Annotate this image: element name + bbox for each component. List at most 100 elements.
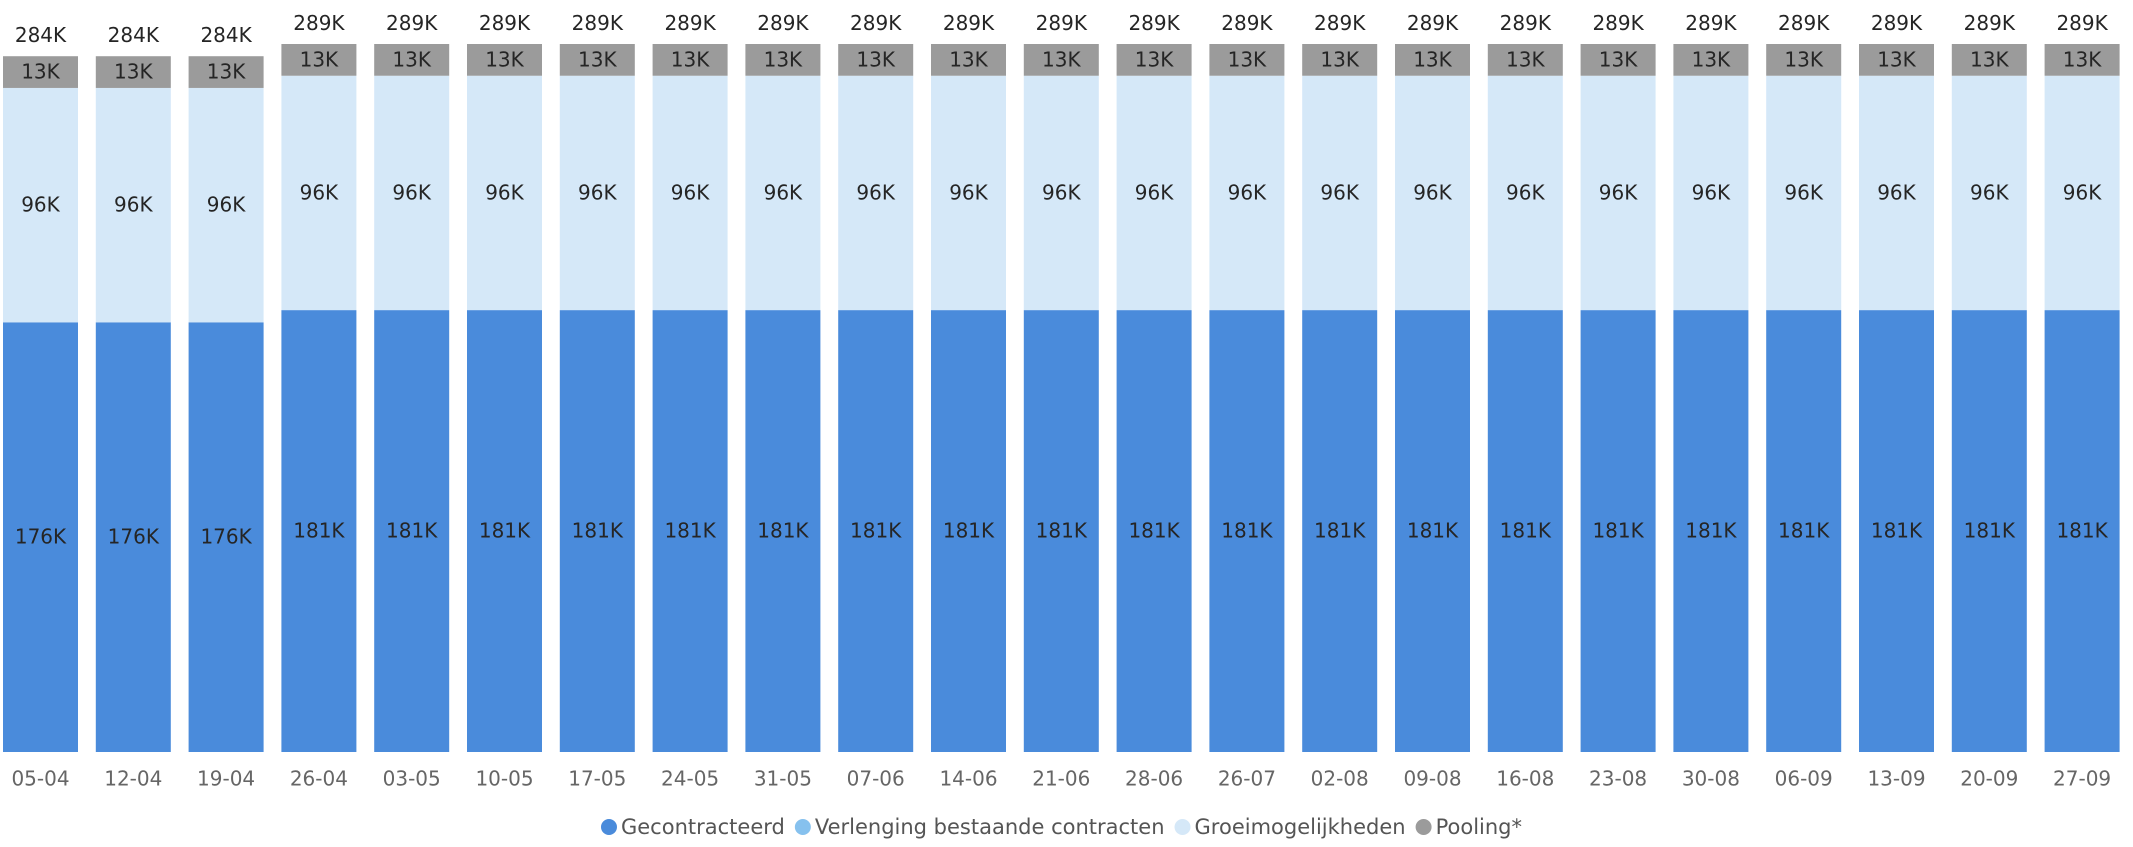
data-label: 181K — [1685, 519, 1737, 543]
bar-segment — [652, 310, 728, 752]
x-tick-label: 30-08 — [1682, 767, 1740, 791]
bar-segment — [559, 44, 635, 76]
x-tick-label: 27-09 — [2053, 767, 2111, 791]
data-label: 96K — [2063, 180, 2102, 204]
data-label: 13K — [1042, 47, 1081, 71]
data-label: 13K — [1599, 47, 1638, 71]
data-label: 96K — [764, 180, 803, 204]
bar-segment — [1395, 75, 1470, 311]
legend-swatch — [1415, 819, 1432, 835]
legend: Gecontracteerd Verlenging bestaande contr… — [600, 815, 1522, 839]
bar-segment — [2044, 44, 2120, 76]
bar-segment — [1859, 310, 1934, 752]
x-tick-label: 02-08 — [1311, 767, 1369, 791]
bar-segment — [1302, 310, 1378, 752]
bar-segment — [1395, 44, 1470, 76]
total-label: 289K — [572, 11, 624, 35]
data-label: 13K — [856, 47, 895, 71]
bar-segment — [1023, 310, 1099, 752]
data-label: 96K — [1042, 180, 1081, 204]
bar-segment — [1487, 75, 1563, 311]
bar-segment — [3, 56, 78, 88]
bar-segment — [1766, 75, 1842, 311]
data-label: 181K — [572, 519, 624, 543]
total-label: 289K — [850, 11, 902, 35]
x-tick-label: 23-08 — [1589, 767, 1647, 791]
data-label: 96K — [1413, 180, 1452, 204]
total-label: 289K — [1685, 11, 1737, 35]
data-label: 176K — [200, 525, 252, 549]
data-label: 181K — [1036, 519, 1088, 543]
bar-segment — [838, 75, 914, 311]
total-label: 289K — [1592, 11, 1644, 35]
data-label: 96K — [1970, 180, 2009, 204]
bar-segment — [1487, 44, 1563, 76]
data-label: 176K — [108, 525, 160, 549]
total-label: 289K — [1314, 11, 1366, 35]
data-label: 96K — [1599, 180, 1638, 204]
data-label: 13K — [578, 47, 617, 71]
bar-segment — [374, 75, 450, 311]
legend-label: Pooling* — [1436, 815, 1522, 839]
bar-segment — [745, 75, 821, 311]
bar-segment — [3, 87, 78, 323]
bar-segment — [1859, 75, 1934, 311]
bar-segment — [1766, 44, 1842, 76]
data-label: 96K — [1506, 180, 1545, 204]
total-label: 289K — [479, 11, 531, 35]
bar-segment — [1023, 44, 1099, 76]
total-label: 289K — [1036, 11, 1088, 35]
bar-segment — [2044, 75, 2120, 311]
data-label: 13K — [2063, 47, 2102, 71]
bar-segment — [1673, 44, 1749, 76]
data-label: 181K — [850, 519, 902, 543]
total-label: 289K — [943, 11, 995, 35]
x-tick-label: 19-04 — [197, 767, 255, 791]
bar-segment — [931, 44, 1006, 76]
data-label: 13K — [1692, 47, 1731, 71]
data-label: 181K — [1871, 519, 1923, 543]
total-label: 289K — [386, 11, 438, 35]
bar-segment — [838, 310, 914, 752]
data-label: 181K — [1314, 519, 1366, 543]
bar-segment — [652, 75, 728, 311]
data-label: 96K — [1228, 180, 1267, 204]
legend-swatch — [600, 819, 617, 835]
bar-segment — [1116, 310, 1192, 752]
bar-segment — [931, 75, 1006, 311]
data-label: 181K — [1500, 519, 1552, 543]
x-tick-label: 21-06 — [1032, 767, 1090, 791]
x-tick-label: 10-05 — [475, 767, 533, 791]
legend-label: Groeimogelijkheden — [1195, 815, 1406, 839]
bar-segment — [281, 310, 357, 752]
data-label: 13K — [949, 47, 988, 71]
bar-segment — [95, 87, 171, 323]
total-label: 289K — [1221, 11, 1273, 35]
bar-segment — [374, 310, 450, 752]
data-label: 13K — [671, 47, 710, 71]
data-label: 96K — [300, 180, 339, 204]
data-label: 96K — [1692, 180, 1731, 204]
x-tick-label: 26-07 — [1218, 767, 1276, 791]
data-label: 13K — [1413, 47, 1452, 71]
total-label: 284K — [200, 23, 252, 47]
data-label: 13K — [1135, 47, 1174, 71]
data-label: 181K — [386, 519, 438, 543]
total-label: 289K — [1500, 11, 1552, 35]
bar-segment — [1487, 310, 1563, 752]
bar-segment — [188, 322, 264, 752]
data-label: 13K — [1228, 47, 1267, 71]
data-label: 96K — [207, 193, 246, 217]
data-label: 181K — [664, 519, 716, 543]
data-label: 96K — [671, 180, 710, 204]
bar-segment — [1859, 44, 1934, 76]
data-label: 13K — [392, 47, 431, 71]
bar-segment — [1209, 44, 1285, 76]
bar-segment — [1673, 310, 1749, 752]
bar-segment — [467, 75, 542, 311]
x-tick-label: 28-06 — [1125, 767, 1183, 791]
x-tick-label: 12-04 — [104, 767, 162, 791]
bar-segment — [1766, 310, 1842, 752]
x-tick-label: 16-08 — [1496, 767, 1554, 791]
x-tick-label: 31-05 — [754, 767, 812, 791]
